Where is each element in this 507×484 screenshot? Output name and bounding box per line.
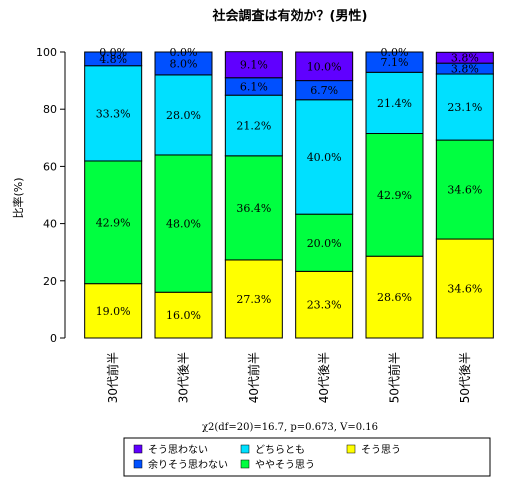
bar-segment <box>435 139 494 240</box>
data-label: 9.1% <box>240 59 268 72</box>
data-label: 40.0% <box>307 151 342 164</box>
data-label: 48.0% <box>166 218 201 231</box>
y-tick-label: 80 <box>43 103 57 116</box>
bar-segment <box>154 154 213 293</box>
data-label: 0.0% <box>99 46 127 59</box>
x-tick-label: 30代前半 <box>105 352 120 403</box>
data-label: 28.6% <box>377 291 412 304</box>
bar-segment <box>224 51 283 79</box>
statistic-note: χ2(df=20)=16.7, p=0.673, V=0.16 <box>202 422 378 433</box>
data-label: 42.9% <box>377 189 412 202</box>
bar-segment <box>365 51 424 73</box>
legend-label: ややそう思う <box>255 459 315 471</box>
bar-segment <box>224 259 283 339</box>
data-label: 27.3% <box>236 293 271 306</box>
bar-segment <box>84 65 143 162</box>
bar-segment <box>365 255 424 339</box>
legend-swatch <box>240 444 250 454</box>
y-tick-label: 60 <box>43 160 57 173</box>
data-label: 8.0% <box>170 57 198 70</box>
data-label: 3.8% <box>451 52 479 65</box>
bar-segment <box>224 94 283 157</box>
legend-label: どちらとも <box>255 444 305 456</box>
bar-segment <box>435 73 494 141</box>
data-label: 33.3% <box>96 107 131 120</box>
legend-swatch <box>346 444 356 454</box>
bar-segment <box>365 133 424 257</box>
x-tick-label: 50代前半 <box>387 352 402 403</box>
data-label: 7.1% <box>381 56 409 69</box>
data-label: 34.6% <box>447 283 482 296</box>
y-tick-label: 20 <box>43 275 57 288</box>
bar-segment <box>295 51 354 82</box>
data-label: 6.1% <box>240 80 268 93</box>
bar-segment <box>154 74 213 156</box>
bar-segment <box>365 71 424 135</box>
legend-swatch <box>133 444 143 454</box>
data-label: 28.0% <box>166 109 201 122</box>
legend-label: そう思わない <box>148 444 208 456</box>
bar-segment <box>295 213 354 272</box>
data-label: 6.7% <box>310 84 338 97</box>
data-label: 0.0% <box>381 46 409 59</box>
y-axis-label: 比率(%) <box>11 177 25 218</box>
data-label: 3.8% <box>451 63 479 76</box>
data-label: 36.4% <box>236 202 271 215</box>
data-label: 42.9% <box>96 216 131 229</box>
x-tick-label: 40代前半 <box>246 352 261 403</box>
y-tick-label: 0 <box>50 332 57 345</box>
x-tick-label: 50代後半 <box>458 352 472 403</box>
legend-swatch <box>133 459 143 469</box>
data-label: 4.8% <box>99 53 127 66</box>
y-tick-label: 100 <box>36 46 57 59</box>
legend-swatch <box>240 459 250 469</box>
data-label: 16.0% <box>166 309 201 322</box>
data-label: 21.4% <box>377 97 412 110</box>
data-label: 10.0% <box>307 60 342 73</box>
x-tick-label: 30代後半 <box>177 352 191 403</box>
data-label: 20.0% <box>307 237 342 250</box>
bar-segment <box>435 51 494 64</box>
data-label: 23.1% <box>447 101 482 114</box>
data-label: 23.3% <box>307 299 342 312</box>
x-tick-label: 40代後半 <box>317 352 331 403</box>
bar-segment <box>224 155 283 261</box>
data-label: 19.0% <box>96 305 131 318</box>
bar-segment <box>84 51 143 67</box>
bar-segment <box>154 291 213 339</box>
data-label: 34.6% <box>447 184 482 197</box>
data-label: 21.2% <box>236 120 271 133</box>
legend-box <box>123 437 491 477</box>
bar-segment <box>295 99 354 215</box>
legend-label: そう思う <box>361 444 401 456</box>
chart-title: 社会調査は有効か？(男性) <box>212 8 368 24</box>
plot-area: 02040608010019.0%42.9%33.3%4.8%0.0%30代前半… <box>36 46 494 403</box>
y-tick-label: 40 <box>43 218 57 231</box>
legend-label: 余りそう思わない <box>148 458 228 471</box>
bar-segment <box>154 51 213 76</box>
data-label: 0.0% <box>170 46 198 59</box>
bar-segment <box>84 283 143 339</box>
bar-segment <box>84 160 143 285</box>
